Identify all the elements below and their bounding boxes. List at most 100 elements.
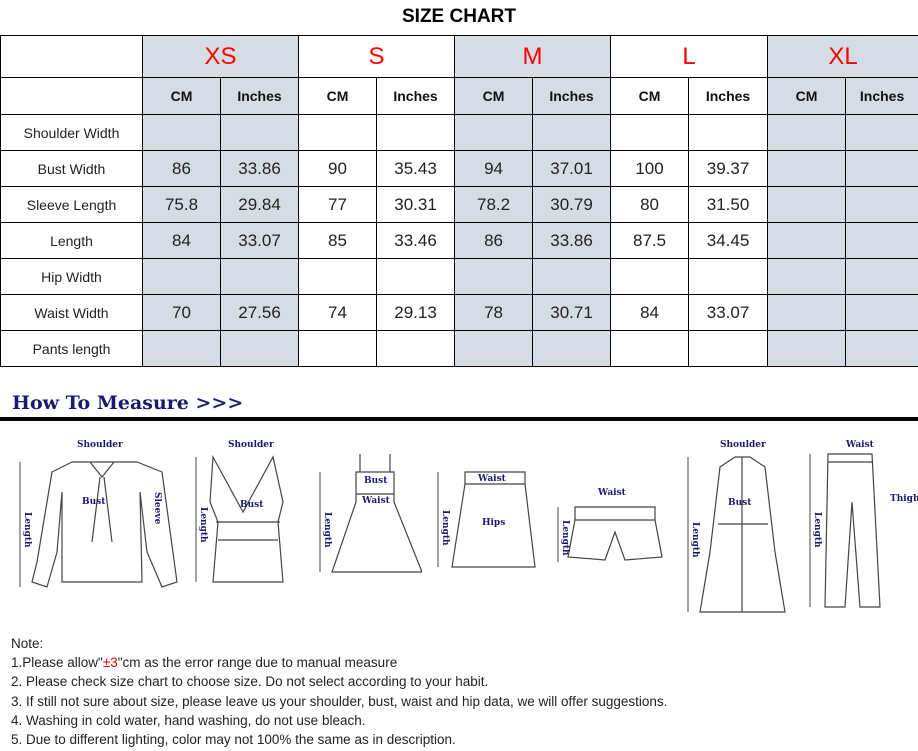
- table-cell: 85: [298, 222, 378, 259]
- table-row: Shoulder Width: [0, 114, 918, 151]
- dress-drawing-icon: [319, 454, 422, 573]
- table-cell: [845, 150, 918, 187]
- row-label: Pants length: [0, 330, 143, 367]
- size-xl: XL: [767, 35, 918, 78]
- table-cell: 33.07: [219, 222, 300, 259]
- table-cell: 35.43: [376, 150, 456, 187]
- table-cell: [767, 294, 847, 331]
- table-cell: [845, 330, 918, 367]
- measure-label: Length: [198, 507, 208, 543]
- table-cell: 70: [142, 294, 221, 331]
- measure-label: Sleeve: [152, 492, 162, 525]
- note-2: 2. Please check size chart to choose siz…: [11, 674, 489, 690]
- skirt-drawing-icon: [437, 471, 536, 568]
- unit-cm: CM: [454, 77, 534, 115]
- table-cell: [454, 258, 534, 295]
- shorts-drawing-icon: [557, 506, 663, 562]
- row-label: Waist Width: [0, 294, 143, 331]
- figure-skirt: Waist Hips Length: [430, 432, 540, 622]
- table-row: Hip Width: [0, 258, 918, 295]
- table-cell: [532, 114, 612, 151]
- table-cell: [532, 258, 612, 295]
- unit-cm: CM: [142, 77, 221, 115]
- measure-label: Waist: [598, 488, 626, 498]
- figure-coat: Shoulder Bust Length: [680, 432, 800, 622]
- table-cell: [767, 222, 847, 259]
- note-3: 3. If still not sure about size, please …: [11, 693, 668, 709]
- measure-label: Waist: [846, 440, 874, 450]
- unit-inches: Inches: [376, 77, 456, 115]
- figure-shorts: Waist Length: [550, 432, 670, 622]
- measure-label: Bust: [240, 500, 264, 510]
- coat-drawing-icon: [687, 456, 786, 613]
- figure-blouse: Shoulder Bust Sleeve Length: [12, 432, 187, 622]
- table-cell: [688, 114, 769, 151]
- table-cell: [219, 330, 300, 367]
- measure-label: Length: [440, 510, 450, 546]
- unit-inches: Inches: [688, 77, 769, 115]
- size-s: S: [298, 35, 456, 78]
- measure-label: Length: [322, 512, 332, 548]
- table-cell: [532, 330, 612, 367]
- table-cell: [845, 294, 918, 331]
- table-cell: [845, 222, 918, 259]
- row-label: Hip Width: [0, 258, 143, 295]
- row-label: Bust Width: [0, 150, 143, 187]
- measure-label: Bust: [82, 497, 106, 507]
- row-label: Shoulder Width: [0, 114, 143, 151]
- table-cell: 27.56: [219, 294, 300, 331]
- note-1-text-end: "cm as the error range due to manual mea…: [117, 655, 398, 671]
- table-row: Waist Width 70 27.56 74 29.13 78 30.71 84 33.07: [0, 294, 918, 331]
- table-cell: 84: [142, 222, 221, 259]
- table-cell: 94: [454, 150, 534, 187]
- table-cell: 100: [610, 150, 690, 187]
- note-5: 5. Due to different lighting, color may …: [11, 732, 456, 748]
- note-1-text: 1.Please allow": [11, 655, 103, 671]
- table-cell: [298, 114, 378, 151]
- table-cell: 31.50: [688, 186, 769, 223]
- table-cell: [767, 114, 847, 151]
- size-table: XS S M L XL CM Inches CM Inches CM Inches CM In…: [0, 35, 918, 367]
- table-cell: [454, 114, 534, 151]
- table-cell: [454, 330, 534, 367]
- table-cell: 30.71: [532, 294, 612, 331]
- unit-inches: Inches: [219, 77, 300, 115]
- table-cell: [767, 186, 847, 223]
- table-cell: 30.31: [376, 186, 456, 223]
- note-1-tolerance: ±3: [102, 655, 118, 671]
- table-cell: [298, 330, 378, 367]
- table-cell: [219, 258, 300, 295]
- page-title: SIZE CHART: [402, 6, 516, 27]
- notes: Note: 1.Please allow"±3"cm as the error …: [11, 634, 667, 749]
- table-cell: [767, 258, 847, 295]
- pants-drawing-icon: [809, 453, 881, 608]
- empty-corner: [0, 77, 143, 115]
- table-cell: 30.79: [532, 186, 612, 223]
- table-cell: 33.07: [688, 294, 769, 331]
- how-to-measure-title: How To Measure >>>: [12, 392, 244, 414]
- table-row: Bust Width 86 33.86 90 35.43 94 37.01 100 39.37: [0, 150, 918, 187]
- measure-label: Shoulder: [228, 440, 274, 450]
- measure-label: Length: [22, 512, 32, 548]
- table-cell: 74: [298, 294, 378, 331]
- measure-label: Shoulder: [77, 440, 123, 450]
- table-row: Length 84 33.07 85 33.46 86 33.86 87.5 34.45: [0, 222, 918, 259]
- unit-inches: Inches: [532, 77, 612, 115]
- size-header-row: XS S M L XL: [0, 35, 918, 78]
- table-cell: [142, 258, 221, 295]
- measure-label: Length: [690, 522, 700, 558]
- divider: [0, 417, 918, 421]
- figure-dress: Bust Waist Length: [312, 432, 422, 622]
- table-cell: [845, 114, 918, 151]
- table-cell: [767, 330, 847, 367]
- table-cell: 33.86: [532, 222, 612, 259]
- table-cell: 37.01: [532, 150, 612, 187]
- row-label: Length: [0, 222, 143, 259]
- table-cell: 84: [610, 294, 690, 331]
- table-cell: 33.46: [376, 222, 456, 259]
- size-m: M: [454, 35, 612, 78]
- table-cell: 39.37: [688, 150, 769, 187]
- table-cell: 78.2: [454, 186, 534, 223]
- measure-label: Shoulder: [720, 440, 766, 450]
